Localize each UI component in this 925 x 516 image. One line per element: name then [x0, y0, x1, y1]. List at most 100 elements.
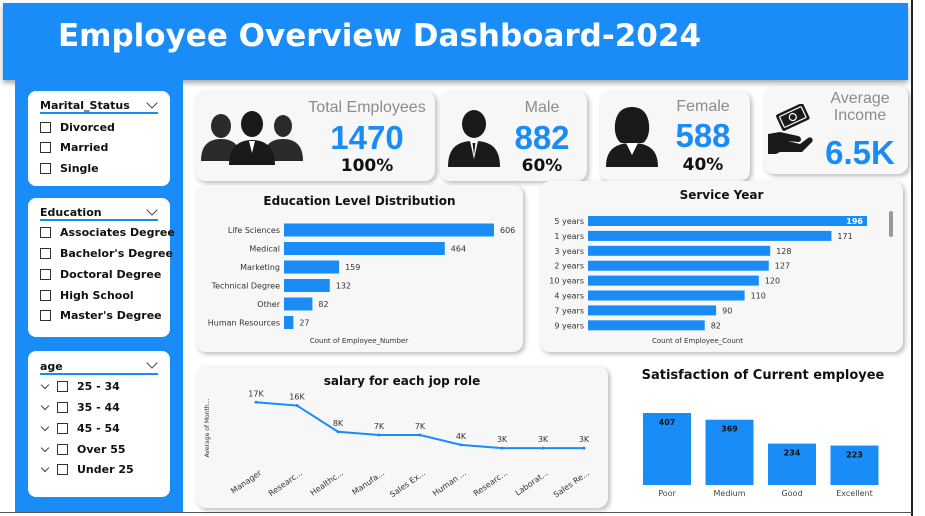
- scrollbar-thumb[interactable]: [889, 211, 893, 237]
- marital-status-slicer: Marital_Status Divorced Married Single: [28, 91, 170, 186]
- slicer-option-associates[interactable]: Associates Degree: [40, 226, 175, 239]
- bar: [588, 275, 759, 286]
- category-label: Human ...: [431, 468, 468, 498]
- data-label: 234: [784, 449, 801, 458]
- data-label: 132: [336, 282, 351, 291]
- kpi-card-average-income: Average Income 6.5K: [764, 86, 908, 174]
- checkbox[interactable]: [57, 444, 68, 455]
- data-label: 369: [721, 425, 738, 434]
- salary-line-chart: 17K Manager 16K Researc... 8K Healthc... 7K Man…: [204, 389, 591, 499]
- kpi-card-total-employees: Total Employees 1470 100%: [195, 91, 435, 181]
- slicer-option-45-54[interactable]: 45 - 54: [40, 422, 120, 435]
- slicer-option-under-25[interactable]: Under 25: [40, 463, 134, 476]
- kpi-label: Male: [524, 99, 560, 116]
- slicer-option-married[interactable]: Married: [40, 141, 108, 154]
- data-label: 3K: [497, 435, 508, 444]
- option-label: Married: [60, 141, 109, 154]
- data-label: 464: [451, 245, 466, 254]
- slicer-option-over-55[interactable]: Over 55: [40, 443, 126, 456]
- age-slicer: age 25 - 34 35 - 44 45 - 54 Over 55 Unde…: [28, 351, 170, 497]
- data-point: [377, 433, 381, 437]
- option-label: Associates Degree: [60, 226, 175, 239]
- expand-chevron-icon[interactable]: [40, 463, 50, 473]
- kpi-value: 6.5K: [825, 134, 895, 171]
- slicer-underline: [40, 219, 158, 221]
- slicer-option-divorced[interactable]: Divorced: [40, 121, 115, 134]
- chevron-down-icon[interactable]: [146, 357, 158, 369]
- expand-chevron-icon[interactable]: [40, 422, 50, 432]
- data-label: 196: [846, 217, 863, 226]
- slicer-option-35-44[interactable]: 35 - 44: [40, 401, 120, 414]
- checkbox[interactable]: [57, 423, 68, 434]
- category-label: Manufa...: [350, 468, 386, 497]
- bar: [588, 230, 832, 241]
- age-slicer-title: age: [40, 360, 63, 373]
- data-label: 223: [846, 451, 863, 460]
- option-label: 35 - 44: [77, 401, 120, 414]
- checkbox[interactable]: [40, 269, 51, 280]
- bar: [284, 260, 340, 274]
- data-point: [582, 446, 586, 450]
- checkbox[interactable]: [40, 163, 51, 174]
- bar: [284, 242, 445, 255]
- kpi-percent: 40%: [682, 155, 724, 175]
- slicer-underline: [40, 112, 158, 114]
- category-label: Healthc...: [309, 468, 346, 497]
- data-label: 90: [722, 306, 732, 315]
- expand-chevron-icon[interactable]: [40, 401, 50, 411]
- bar: [588, 260, 769, 271]
- checkbox[interactable]: [57, 464, 68, 475]
- expand-chevron-icon[interactable]: [40, 380, 50, 390]
- checkbox[interactable]: [40, 122, 51, 133]
- slicer-option-high-school[interactable]: High School: [40, 289, 134, 302]
- slicer-option-bachelors[interactable]: Bachelor's Degree: [40, 247, 173, 260]
- category-label: Researc...: [472, 468, 509, 498]
- option-label: Divorced: [60, 121, 115, 134]
- kpi-card-male: Male 882 60%: [440, 91, 587, 181]
- kpi-label-line: Income: [833, 107, 887, 124]
- data-label: 8K: [333, 419, 344, 428]
- checkbox[interactable]: [57, 402, 68, 413]
- slicer-option-masters[interactable]: Master's Degree: [40, 309, 162, 322]
- chevron-down-icon[interactable]: [146, 204, 158, 216]
- category-label: 4 years: [554, 292, 584, 301]
- expand-chevron-icon[interactable]: [40, 443, 50, 453]
- slicer-option-single[interactable]: Single: [40, 162, 99, 175]
- slicer-option-doctoral[interactable]: Doctoral Degree: [40, 268, 161, 281]
- page-border: [911, 0, 913, 516]
- option-label: Under 25: [77, 463, 134, 476]
- checkbox[interactable]: [40, 290, 51, 301]
- data-label: 27: [299, 319, 309, 328]
- checkbox[interactable]: [40, 142, 51, 153]
- slicer-option-25-34[interactable]: 25 - 34: [40, 380, 120, 393]
- kpi-label-line: Average: [830, 90, 890, 107]
- category-label: Laborat...: [514, 468, 551, 497]
- data-label: 7K: [415, 422, 426, 431]
- kpi-label: Total Employees: [308, 99, 426, 116]
- chevron-down-icon[interactable]: [146, 97, 158, 109]
- bar: [284, 223, 494, 237]
- kpi-percent: 100%: [340, 156, 394, 176]
- data-label: 127: [775, 262, 790, 271]
- data-label: 606: [500, 226, 515, 235]
- kpi-percent: 60%: [521, 156, 563, 176]
- data-label: 82: [318, 300, 328, 309]
- bar: [284, 297, 313, 311]
- category-label: Poor: [658, 489, 676, 498]
- checkbox[interactable]: [40, 227, 51, 238]
- option-label: Bachelor's Degree: [60, 247, 173, 260]
- option-label: Doctoral Degree: [60, 268, 162, 281]
- data-point: [541, 446, 545, 450]
- satisfaction-chart-card: Satisfaction of Current employee 407 Poor…: [622, 362, 904, 508]
- checkbox[interactable]: [40, 248, 51, 259]
- bar: [588, 245, 771, 256]
- checkbox[interactable]: [57, 381, 68, 392]
- checkbox[interactable]: [40, 310, 51, 321]
- bar: [705, 419, 754, 485]
- data-label: 82: [711, 321, 721, 330]
- education-slicer-title: Education: [40, 206, 102, 219]
- data-point: [295, 404, 299, 408]
- category-label: Medium: [714, 489, 746, 498]
- service-year-bar-chart: 5 years 196 1 years 171 3 years 128 2 years 127…: [549, 216, 867, 345]
- category-label: Good: [781, 489, 802, 498]
